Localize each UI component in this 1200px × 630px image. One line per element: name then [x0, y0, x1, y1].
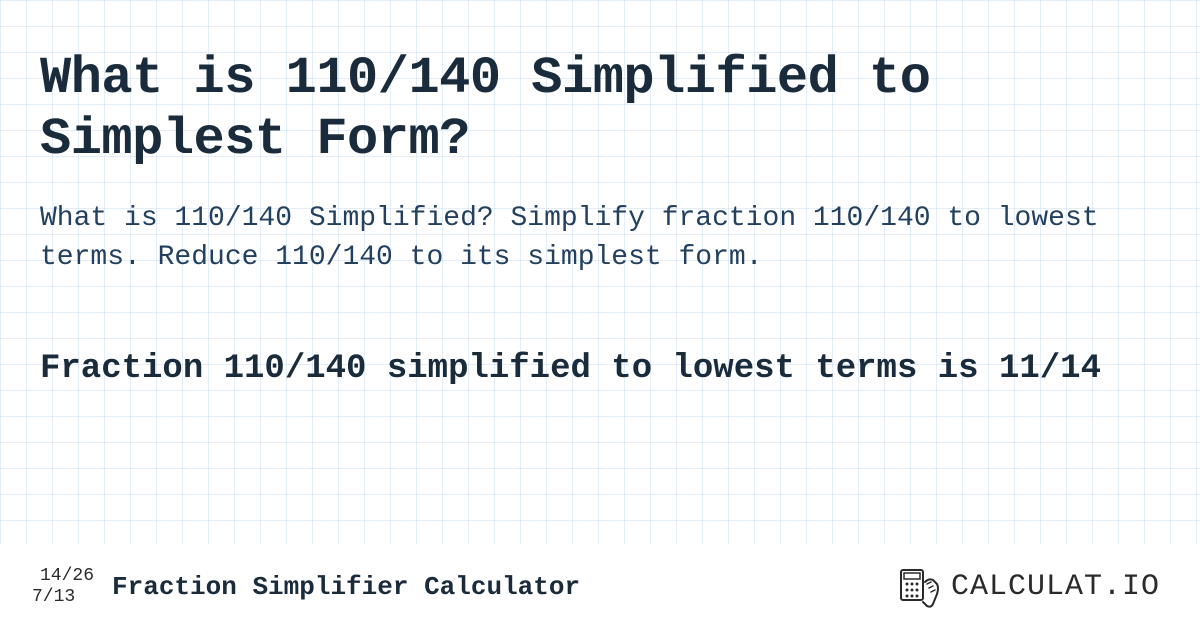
page-description: What is 110/140 Simplified? Simplify fra… — [40, 199, 1160, 277]
logo-fraction-line1: 14/26 — [40, 566, 94, 587]
calculator-hand-icon — [897, 564, 943, 610]
footer-title: Fraction Simplifier Calculator — [112, 572, 580, 602]
footer-left: 14/26 7/13 Fraction Simplifier Calculato… — [40, 566, 580, 607]
result-text: Fraction 110/140 simplified to lowest te… — [40, 347, 1160, 393]
logo-fractions-icon: 14/26 7/13 — [40, 566, 94, 607]
brand-text: CALCULAT.IO — [951, 570, 1160, 604]
footer: 14/26 7/13 Fraction Simplifier Calculato… — [0, 544, 1200, 630]
page-heading: What is 110/140 Simplified to Simplest F… — [40, 48, 1160, 171]
logo-fraction-line2: 7/13 — [32, 587, 94, 608]
brand: CALCULAT.IO — [897, 564, 1160, 610]
